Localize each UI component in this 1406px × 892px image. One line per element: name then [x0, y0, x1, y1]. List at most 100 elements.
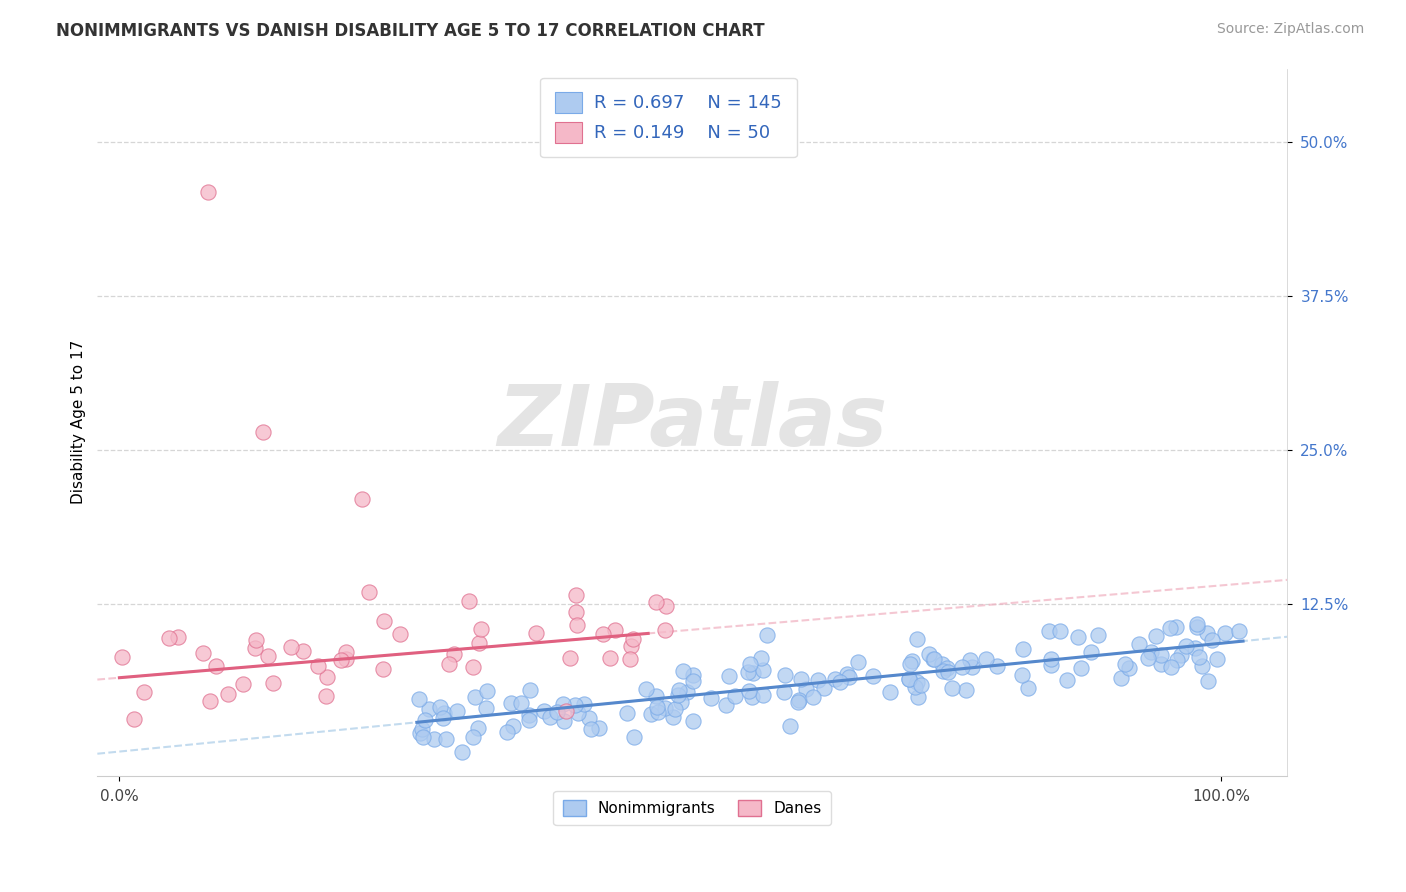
Point — [714, 698, 737, 713]
Point — [717, 669, 740, 683]
Point — [157, 632, 180, 646]
Point — [457, 593, 479, 607]
Point — [828, 675, 851, 690]
Point — [191, 646, 214, 660]
Point — [350, 492, 373, 507]
Point — [772, 685, 794, 699]
Point — [1070, 661, 1092, 675]
Point — [567, 706, 589, 721]
Point — [917, 647, 939, 661]
Point — [408, 692, 430, 706]
Point — [789, 693, 811, 707]
Point — [654, 701, 676, 715]
Point — [292, 644, 315, 658]
Point — [619, 652, 641, 666]
Point — [645, 595, 668, 609]
Point — [316, 670, 339, 684]
Point — [167, 630, 190, 644]
Point — [645, 689, 668, 703]
Point — [335, 652, 357, 666]
Point — [950, 660, 973, 674]
Point — [647, 706, 669, 720]
Point — [756, 628, 779, 642]
Point — [451, 745, 474, 759]
Point — [1166, 653, 1188, 667]
Point — [900, 657, 922, 672]
Point — [897, 672, 920, 686]
Point — [724, 689, 747, 703]
Point — [307, 658, 329, 673]
Point — [443, 647, 465, 661]
Point — [1144, 629, 1167, 643]
Point — [682, 667, 704, 681]
Point — [1197, 674, 1219, 689]
Point — [1170, 648, 1192, 663]
Point — [936, 661, 959, 675]
Point — [666, 689, 689, 703]
Point — [464, 690, 486, 704]
Point — [932, 664, 955, 678]
Point — [837, 666, 859, 681]
Point — [412, 730, 434, 744]
Point — [434, 732, 457, 747]
Point — [432, 711, 454, 725]
Point — [467, 635, 489, 649]
Point — [623, 731, 645, 745]
Point — [1174, 639, 1197, 653]
Point — [218, 687, 240, 701]
Point — [517, 707, 540, 722]
Point — [931, 657, 953, 671]
Point — [901, 654, 924, 668]
Point — [1159, 621, 1181, 635]
Point — [553, 697, 575, 711]
Point — [1038, 624, 1060, 638]
Point — [682, 674, 704, 689]
Point — [655, 599, 678, 613]
Point — [565, 605, 588, 619]
Point — [411, 722, 433, 736]
Point — [654, 624, 676, 638]
Point — [941, 681, 963, 696]
Point — [846, 655, 869, 669]
Point — [1017, 681, 1039, 696]
Point — [790, 673, 813, 687]
Point — [634, 681, 657, 696]
Point — [605, 624, 627, 638]
Point — [446, 704, 468, 718]
Point — [599, 651, 621, 665]
Point — [737, 665, 759, 680]
Point — [553, 714, 575, 728]
Point — [905, 632, 928, 646]
Point — [373, 614, 395, 628]
Point — [907, 690, 929, 704]
Point — [910, 677, 932, 691]
Point — [974, 652, 997, 666]
Point — [329, 653, 352, 667]
Point — [1188, 649, 1211, 664]
Point — [257, 648, 280, 663]
Point — [470, 623, 492, 637]
Point — [959, 653, 981, 667]
Point — [524, 626, 547, 640]
Point — [437, 657, 460, 671]
Point — [773, 668, 796, 682]
Point — [904, 680, 927, 694]
Point — [838, 670, 860, 684]
Point — [794, 682, 817, 697]
Point — [960, 659, 983, 673]
Point — [122, 712, 145, 726]
Point — [1213, 626, 1236, 640]
Point — [475, 684, 498, 698]
Text: ZIPatlas: ZIPatlas — [498, 381, 887, 464]
Point — [579, 722, 602, 736]
Point — [749, 651, 772, 665]
Point — [359, 584, 381, 599]
Point — [467, 721, 489, 735]
Point — [807, 673, 830, 687]
Point — [741, 690, 763, 705]
Point — [558, 650, 581, 665]
Point — [1118, 661, 1140, 675]
Text: Source: ZipAtlas.com: Source: ZipAtlas.com — [1216, 22, 1364, 37]
Point — [588, 722, 610, 736]
Point — [252, 425, 274, 439]
